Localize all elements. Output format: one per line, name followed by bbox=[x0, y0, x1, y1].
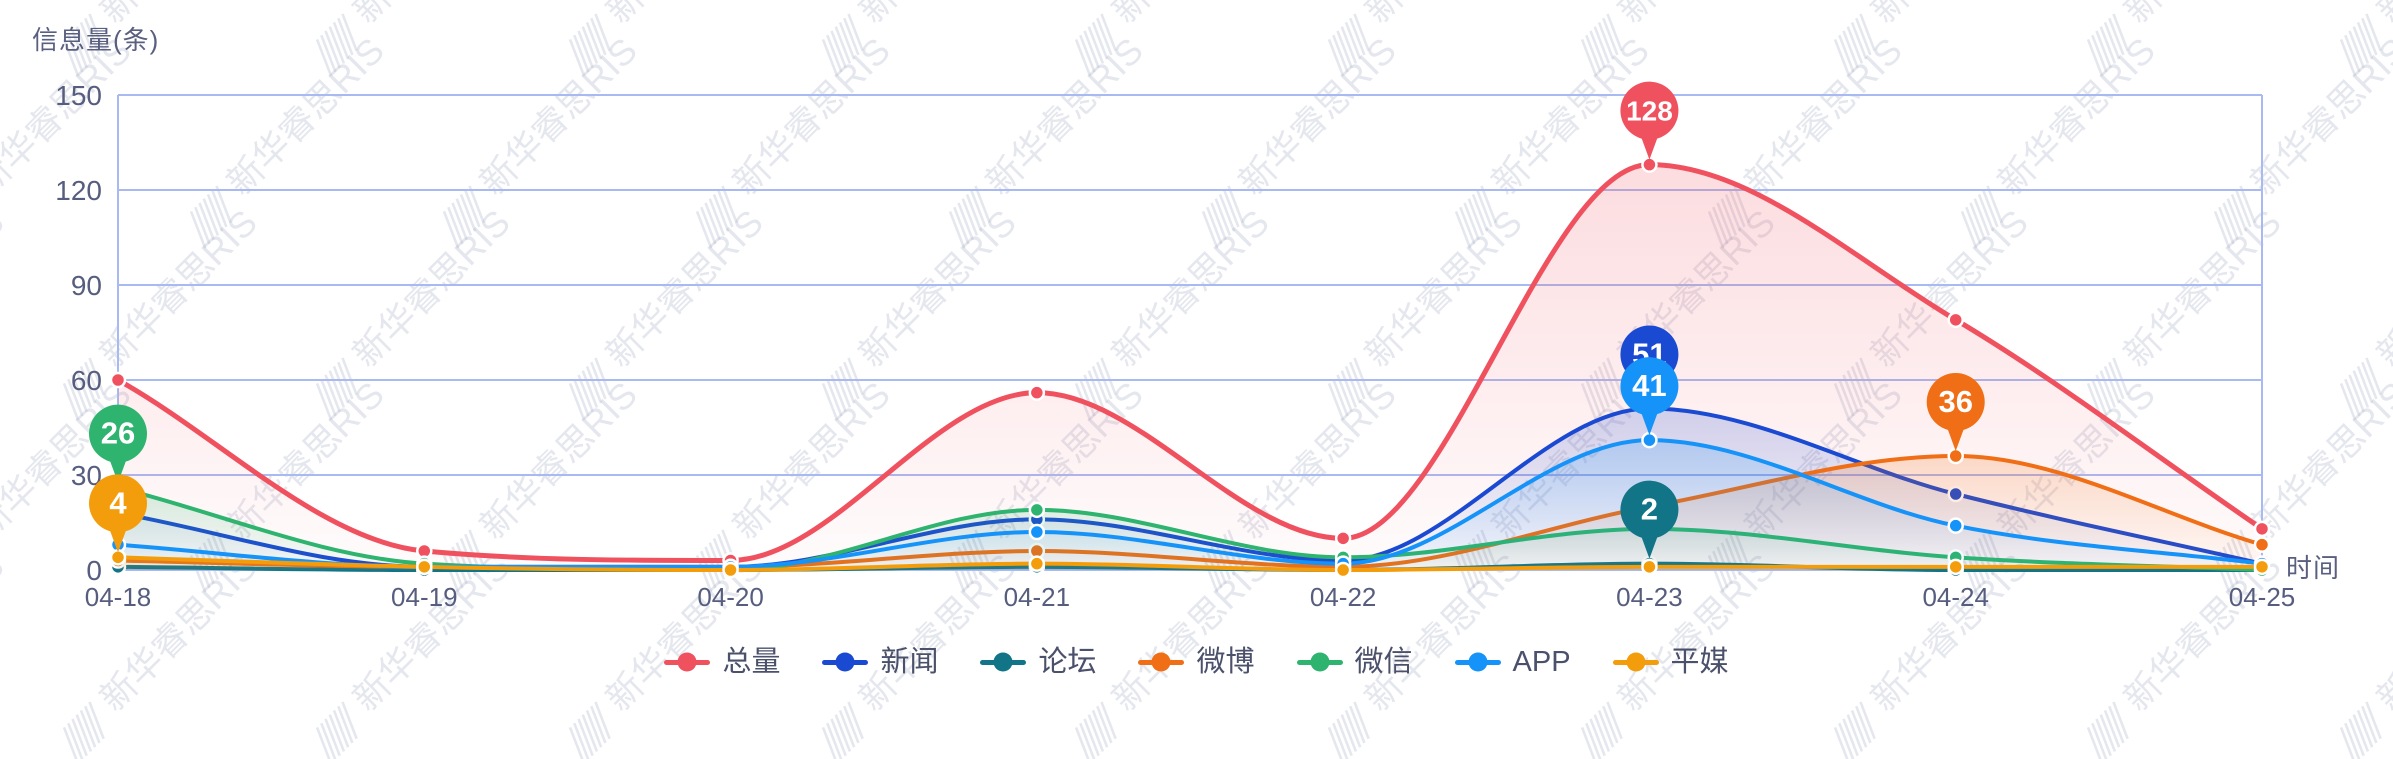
marker-value: 128 bbox=[1626, 96, 1673, 127]
legend-item-微博[interactable]: 微博 bbox=[1138, 646, 1255, 678]
marker-pin-论坛: 2 bbox=[1620, 480, 1679, 559]
x-axis-title: 时间 bbox=[2286, 553, 2341, 583]
legend-item-论坛[interactable]: 论坛 bbox=[980, 646, 1096, 677]
x-tick-label: 04-20 bbox=[697, 582, 764, 612]
data-point bbox=[1947, 517, 1964, 534]
x-tick-label: 04-23 bbox=[1616, 582, 1683, 612]
x-tick-label: 04-25 bbox=[2229, 582, 2296, 612]
marker-pin-微博: 36 bbox=[1926, 373, 1985, 451]
legend-item-微信[interactable]: 微信 bbox=[1296, 646, 1413, 678]
marker-value: 26 bbox=[101, 416, 135, 451]
data-point bbox=[416, 558, 433, 576]
legend: 总量 新闻 论坛 微博 微信 APP 平媒 bbox=[0, 646, 2393, 677]
marker-pin-平媒: 4 bbox=[89, 474, 147, 553]
marker-value: 2 bbox=[1641, 492, 1658, 527]
y-tick-label: 150 bbox=[55, 80, 102, 111]
data-point bbox=[722, 561, 739, 579]
data-point bbox=[2253, 558, 2271, 576]
legend-marker-icon bbox=[1296, 648, 1343, 676]
data-point bbox=[1028, 555, 1046, 572]
legend-item-平媒[interactable]: 平媒 bbox=[1612, 646, 1729, 678]
legend-label: APP bbox=[1512, 646, 1571, 678]
legend-marker-icon bbox=[664, 648, 711, 676]
legend-marker-icon bbox=[1612, 648, 1659, 676]
marker-value: 41 bbox=[1632, 368, 1666, 403]
marker-value: 4 bbox=[109, 485, 127, 520]
data-point bbox=[2253, 520, 2271, 538]
legend-label: 论坛 bbox=[1038, 646, 1097, 678]
x-tick-label: 04-22 bbox=[1310, 582, 1377, 612]
marker-value: 36 bbox=[1938, 384, 1972, 419]
legend-marker-icon bbox=[822, 648, 869, 676]
data-point bbox=[1641, 558, 1658, 576]
data-point bbox=[2253, 536, 2271, 553]
x-tick-label: 04-24 bbox=[1922, 582, 1989, 612]
y-axis-title: 信息量(条) bbox=[32, 25, 160, 55]
data-point bbox=[1028, 523, 1046, 541]
data-point bbox=[1947, 311, 1964, 329]
legend-label: 微信 bbox=[1354, 646, 1413, 678]
x-tick-label: 04-18 bbox=[85, 582, 152, 612]
y-tick-label: 90 bbox=[71, 270, 102, 301]
y-tick-label: 60 bbox=[71, 365, 102, 396]
marker-pin-总量: 128 bbox=[1620, 81, 1679, 160]
legend-item-新闻[interactable]: 新闻 bbox=[822, 646, 938, 677]
data-point bbox=[1028, 384, 1046, 401]
legend-item-APP[interactable]: APP bbox=[1454, 646, 1571, 678]
data-point bbox=[1947, 558, 1964, 576]
data-point bbox=[109, 371, 127, 389]
y-tick-label: 0 bbox=[86, 555, 102, 586]
data-point bbox=[1334, 530, 1352, 547]
legend-label: 总量 bbox=[722, 646, 781, 678]
series-line-平媒 bbox=[116, 555, 2264, 573]
series-area-APP bbox=[118, 440, 2262, 570]
data-point bbox=[1947, 447, 1964, 465]
data-point bbox=[1641, 156, 1658, 173]
x-tick-label: 04-21 bbox=[1004, 582, 1071, 612]
data-point bbox=[109, 549, 127, 566]
legend-item-总量[interactable]: 总量 bbox=[664, 646, 780, 677]
marker-pin-微信: 26 bbox=[89, 404, 147, 483]
data-point bbox=[1334, 561, 1352, 579]
legend-label: 新闻 bbox=[880, 646, 939, 678]
legend-label: 微博 bbox=[1196, 646, 1255, 678]
marker-pin-APP: 41 bbox=[1620, 357, 1679, 436]
legend-marker-icon bbox=[1454, 648, 1501, 676]
data-point bbox=[1641, 431, 1658, 449]
series-line-总量 bbox=[115, 162, 2265, 564]
y-tick-label: 120 bbox=[55, 175, 102, 206]
legend-marker-icon bbox=[980, 648, 1027, 676]
x-tick-label: 04-19 bbox=[391, 582, 458, 612]
legend-label: 平媒 bbox=[1670, 646, 1729, 678]
legend-marker-icon bbox=[1138, 648, 1185, 676]
data-point bbox=[1028, 501, 1046, 519]
